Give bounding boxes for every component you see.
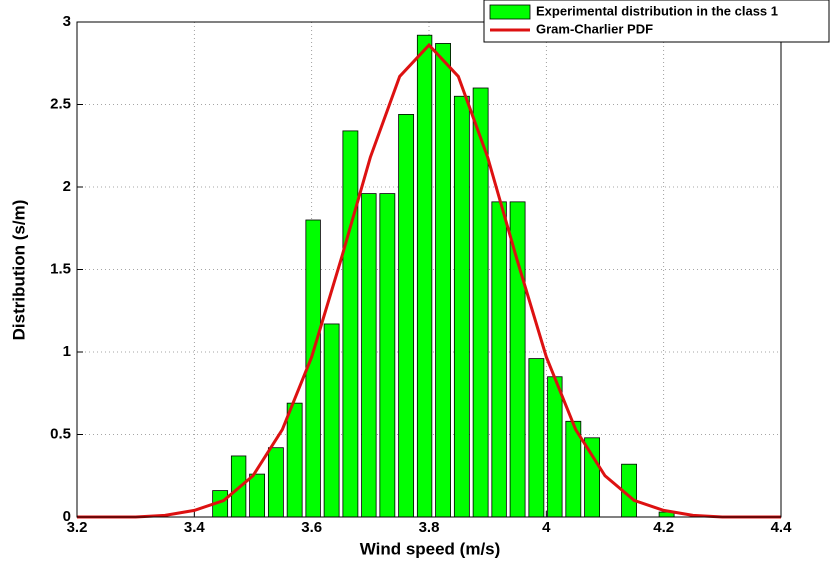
- y-tick-label: 2.5: [50, 95, 71, 112]
- bar: [379, 193, 396, 518]
- x-tick-label: 3.6: [301, 519, 322, 536]
- bar: [286, 402, 303, 518]
- bar: [323, 323, 340, 518]
- bar: [416, 34, 433, 518]
- y-tick-label: 1: [63, 343, 71, 360]
- legend-label: Gram-Charlier PDF: [536, 21, 653, 36]
- x-tick-label: 3.4: [184, 519, 206, 536]
- legend-swatch: [489, 4, 531, 20]
- bar: [509, 201, 526, 518]
- bar: [528, 358, 545, 518]
- y-tick-label: 1.5: [50, 260, 71, 277]
- y-tick-label: 2: [63, 178, 71, 195]
- y-axis-label: Distribution (s/m): [9, 200, 28, 341]
- bar: [435, 43, 451, 518]
- x-tick-label: 3.8: [419, 519, 440, 536]
- bar: [267, 447, 284, 518]
- line: [77, 42, 781, 519]
- bar: [342, 130, 359, 518]
- y-tick-label: 0: [63, 508, 71, 525]
- y-tick-label: 0.5: [50, 425, 71, 442]
- y-tick-label: 3: [63, 13, 71, 30]
- bar: [547, 376, 563, 518]
- x-tick-label: 4: [542, 519, 551, 536]
- legend-label: Experimental distribution in the class 1: [536, 3, 778, 18]
- bar: [491, 201, 507, 518]
- x-tick-label: 4.2: [653, 519, 674, 536]
- bar: [453, 95, 470, 518]
- x-tick-label: 3.2: [67, 519, 88, 536]
- bar: [398, 114, 415, 518]
- x-axis-label: Wind speed (m/s): [360, 539, 501, 558]
- legend-box: [483, 0, 830, 43]
- x-tick-label: 4.4: [771, 519, 793, 536]
- bar: [361, 193, 377, 518]
- bar: [249, 473, 266, 518]
- plot-frame: [76, 21, 782, 518]
